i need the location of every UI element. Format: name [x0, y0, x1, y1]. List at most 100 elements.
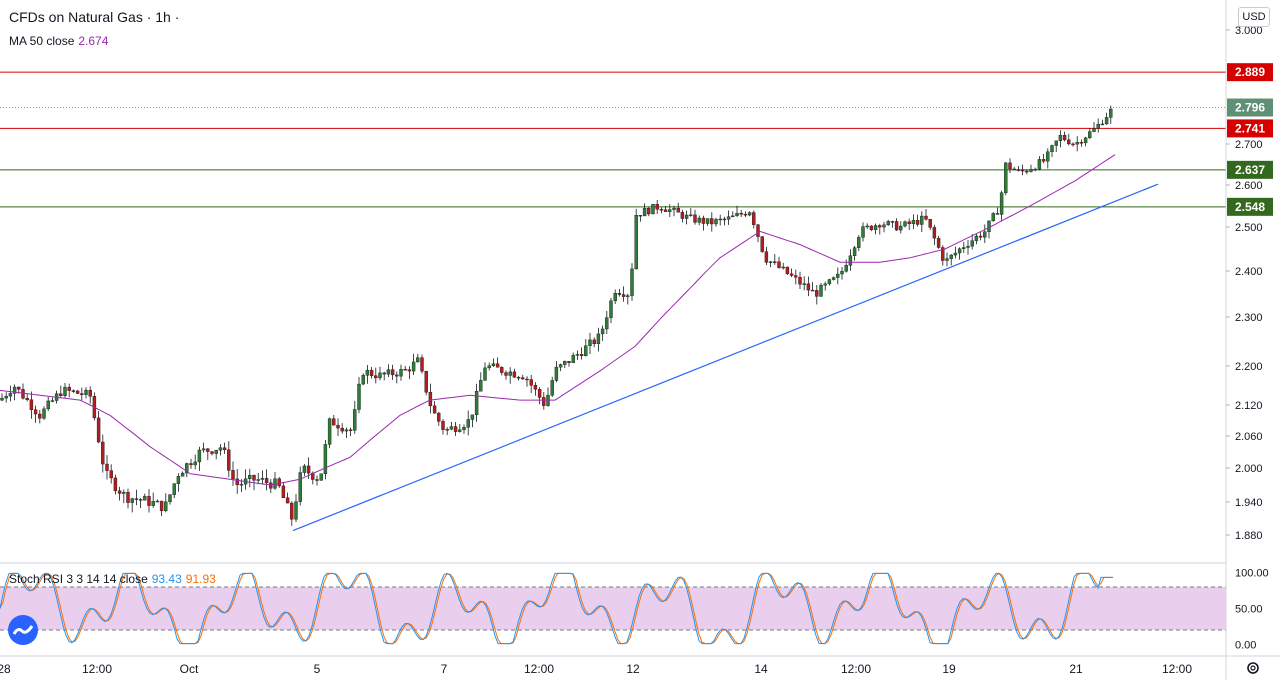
- candle-down: [441, 421, 445, 430]
- candle-down: [878, 225, 882, 228]
- ma-value: 2.674: [78, 34, 109, 48]
- x-tick-label: 12:00: [841, 662, 871, 676]
- currency-button[interactable]: USD: [1238, 7, 1270, 27]
- candle-down: [29, 399, 34, 410]
- candle-down: [810, 289, 815, 292]
- candle-up: [1083, 137, 1088, 144]
- candle-up: [416, 357, 420, 363]
- candle-up: [445, 429, 449, 431]
- candle-up: [735, 213, 739, 217]
- level-tag: [1227, 160, 1273, 179]
- x-tick-label: 7: [441, 662, 448, 676]
- candle-down: [71, 390, 76, 392]
- stoch-tick-label: 0.00: [1235, 639, 1256, 651]
- candle-up: [143, 496, 147, 501]
- ma-legend: MA 50 close 2.674: [9, 34, 108, 48]
- candle-up: [487, 365, 491, 369]
- candle-down: [579, 354, 584, 356]
- candle-up: [781, 266, 785, 269]
- candle-down: [785, 266, 790, 275]
- candle-up: [844, 265, 848, 272]
- candle-up: [0, 397, 4, 401]
- candle-up: [365, 369, 370, 376]
- candle-up: [689, 214, 693, 217]
- candle-up: [970, 240, 974, 247]
- candle-down: [621, 294, 626, 297]
- candle-down: [67, 386, 71, 391]
- stoch-k-value: 93.43: [151, 572, 182, 586]
- candle-up: [357, 383, 361, 410]
- candle-up: [155, 500, 160, 503]
- x-tick-label: 19: [942, 662, 956, 676]
- candle-up: [1050, 145, 1054, 153]
- candle-down: [96, 417, 101, 443]
- candle-up: [596, 333, 601, 345]
- stoch-k-line: [0, 572, 1113, 645]
- candle-down: [663, 209, 668, 212]
- gear-icon[interactable]: [1244, 659, 1262, 677]
- y-tick-label: 2.400: [1235, 266, 1263, 278]
- candles: [0, 105, 1113, 526]
- candle-up: [726, 216, 731, 220]
- candle-up: [462, 427, 466, 431]
- candle-down: [340, 427, 344, 432]
- candle-up: [176, 476, 181, 484]
- candle-down: [512, 371, 517, 378]
- y-tick-label: 2.600: [1235, 180, 1263, 192]
- candle-up: [836, 273, 840, 278]
- candle-up: [1092, 128, 1096, 132]
- candle-down: [529, 379, 533, 386]
- candle-up: [327, 418, 332, 445]
- candle-up: [718, 218, 722, 221]
- candle-down: [739, 213, 743, 215]
- candle-down: [659, 209, 664, 211]
- candle-down: [521, 377, 525, 380]
- candle-down: [222, 447, 227, 451]
- candle-up: [831, 277, 836, 280]
- candle-up: [848, 255, 853, 266]
- level-tag-label: 2.548: [1235, 200, 1265, 214]
- candle-up: [987, 220, 991, 232]
- candle-up: [571, 355, 575, 363]
- tradingview-logo-icon[interactable]: [8, 615, 38, 645]
- candle-up: [1100, 123, 1105, 126]
- candle-down: [59, 393, 63, 397]
- candle-down: [941, 247, 945, 261]
- candle-up: [903, 221, 907, 227]
- candle-up: [945, 258, 949, 261]
- x-tick-label: 14: [754, 662, 768, 676]
- candle-down: [269, 482, 273, 489]
- stoch-tick-label: 100.00: [1235, 568, 1269, 580]
- candle-up: [613, 293, 617, 302]
- candle-up: [651, 204, 655, 215]
- candle-up: [999, 192, 1004, 215]
- candle-down: [722, 218, 727, 221]
- candle-down: [147, 496, 151, 506]
- candle-down: [647, 208, 651, 215]
- trendline: [292, 183, 1159, 532]
- stoch-rsi-pane: [0, 572, 1226, 645]
- candle-down: [655, 204, 659, 210]
- candle-down: [424, 371, 428, 393]
- candle-down: [189, 463, 193, 466]
- x-tick-label: 12:00: [82, 662, 112, 676]
- candle-up: [600, 328, 605, 335]
- candle-down: [332, 418, 336, 426]
- candle-up: [634, 215, 638, 270]
- candle-up: [840, 271, 844, 275]
- candle-down: [495, 363, 500, 368]
- candle-down: [437, 412, 441, 422]
- candle-down: [428, 391, 433, 407]
- stoch-tick-label: 50.00: [1235, 604, 1263, 616]
- ma-label: MA 50 close: [9, 34, 75, 48]
- candle-down: [936, 237, 941, 248]
- candle-up: [151, 501, 155, 506]
- candle-down: [432, 405, 437, 414]
- x-tick-label: 21: [1069, 662, 1083, 676]
- x-tick-label: 12:00: [1162, 662, 1192, 676]
- candle-down: [403, 369, 407, 371]
- candle-down: [453, 426, 458, 432]
- y-tick-label: 3.000: [1235, 25, 1263, 37]
